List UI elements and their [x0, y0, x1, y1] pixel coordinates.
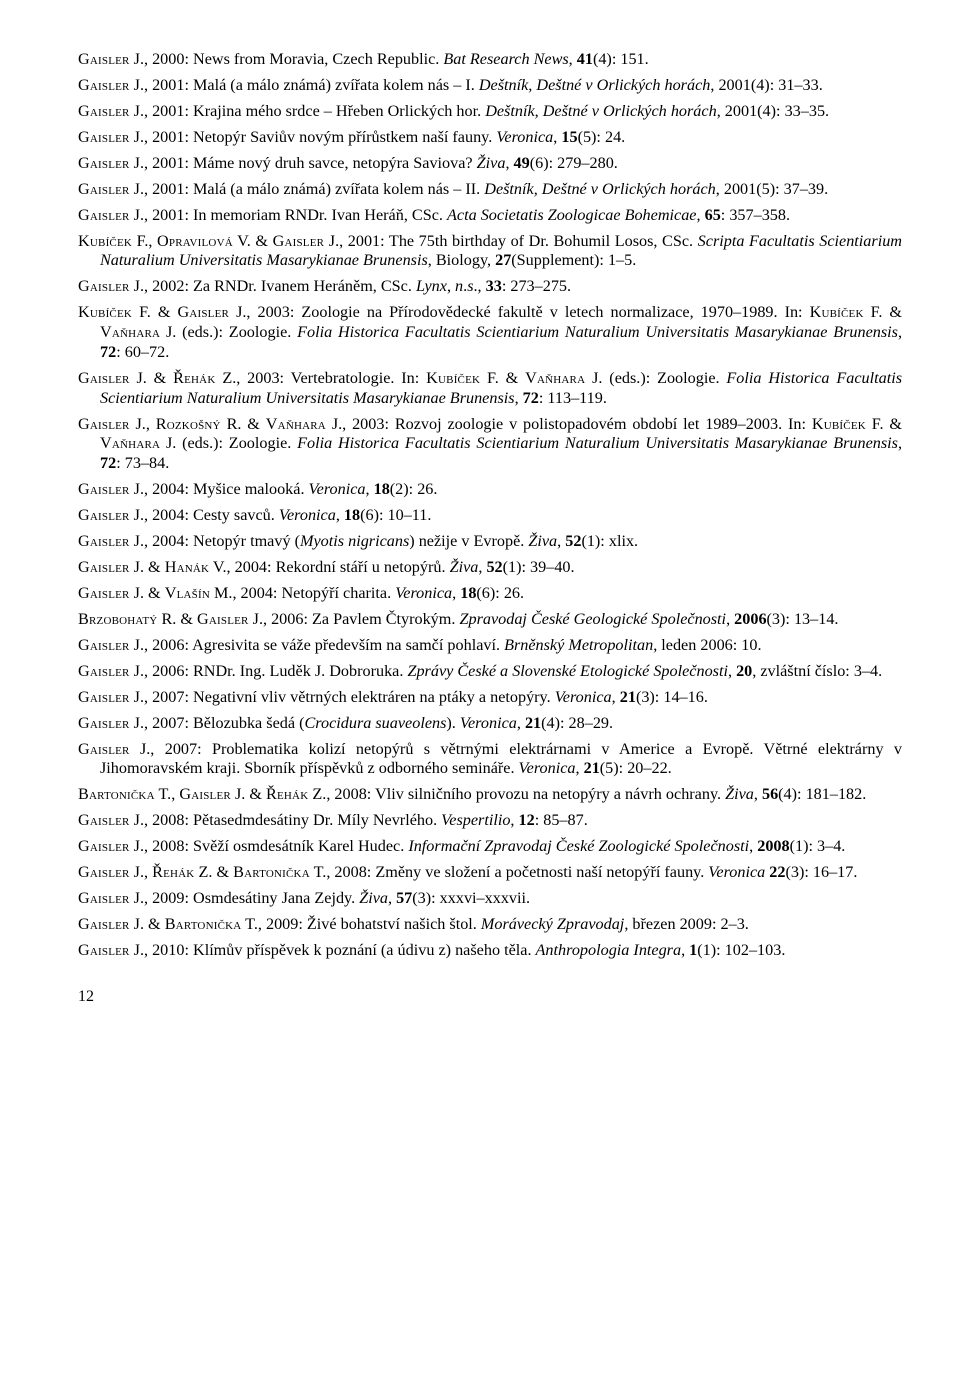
bibliography-entry: Gaisler J., 2001: Malá (a málo známá) zv…	[78, 180, 902, 200]
bibliography-entry: Gaisler J., 2004: Myšice malooká. Veroni…	[78, 480, 902, 500]
bibliography-entry: Gaisler J. & Vlašín M., 2004: Netopýří c…	[78, 584, 902, 604]
bibliography-entry: Gaisler J., 2008: Svěží osmdesátník Kare…	[78, 837, 902, 857]
bibliography-entry: Gaisler J., 2000: News from Moravia, Cze…	[78, 50, 902, 70]
bibliography-entry: Gaisler J., 2009: Osmdesátiny Jana Zejdy…	[78, 889, 902, 909]
bibliography-entry: Gaisler J., 2004: Cesty savců. Veronica,…	[78, 506, 902, 526]
bibliography-entry: Gaisler J., 2007: Negativní vliv větrnýc…	[78, 688, 902, 708]
bibliography-entry: Gaisler J., 2001: Krajina mého srdce – H…	[78, 102, 902, 122]
bibliography-entry: Bartonička T., Gaisler J. & Řehák Z., 20…	[78, 785, 902, 805]
bibliography-entry: Gaisler J. & Hanák V., 2004: Rekordní st…	[78, 558, 902, 578]
bibliography-entry: Gaisler J., 2001: Máme nový druh savce, …	[78, 154, 902, 174]
bibliography-entry: Kubíček F., Opravilová V. & Gaisler J., …	[78, 232, 902, 272]
bibliography-entry: Gaisler J., 2002: Za RNDr. Ivanem Heráně…	[78, 277, 902, 297]
bibliography-entry: Gaisler J., 2001: Malá (a málo známá) zv…	[78, 76, 902, 96]
bibliography-entry: Gaisler J., 2001: In memoriam RNDr. Ivan…	[78, 206, 902, 226]
bibliography-entry: Gaisler J., 2007: Problematika kolizí ne…	[78, 740, 902, 780]
page-number: 12	[78, 987, 902, 1007]
bibliography-entry: Gaisler J., 2001: Netopýr Saviův novým p…	[78, 128, 902, 148]
bibliography-entry: Kubíček F. & Gaisler J., 2003: Zoologie …	[78, 303, 902, 362]
bibliography-entry: Gaisler J., 2004: Netopýr tmavý (Myotis …	[78, 532, 902, 552]
bibliography-entry: Gaisler J., 2006: RNDr. Ing. Luděk J. Do…	[78, 662, 902, 682]
bibliography-entry: Gaisler J. & Bartonička T., 2009: Živé b…	[78, 915, 902, 935]
bibliography-entry: Gaisler J., 2007: Bělozubka šedá (Crocid…	[78, 714, 902, 734]
bibliography-entry: Gaisler J., 2008: Pětasedmdesátiny Dr. M…	[78, 811, 902, 831]
bibliography-entry: Gaisler J., 2010: Klímův příspěvek k poz…	[78, 941, 902, 961]
bibliography-entry: Gaisler J., Řehák Z. & Bartonička T., 20…	[78, 863, 902, 883]
bibliography-entry: Gaisler J., 2006: Agresivita se váže pře…	[78, 636, 902, 656]
bibliography-entry: Gaisler J., Rozkošný R. & Vaňhara J., 20…	[78, 415, 902, 474]
bibliography-entry: Brzobohatý R. & Gaisler J., 2006: Za Pav…	[78, 610, 902, 630]
bibliography-list: Gaisler J., 2000: News from Moravia, Cze…	[78, 50, 902, 961]
bibliography-entry: Gaisler J. & Řehák Z., 2003: Vertebratol…	[78, 369, 902, 409]
